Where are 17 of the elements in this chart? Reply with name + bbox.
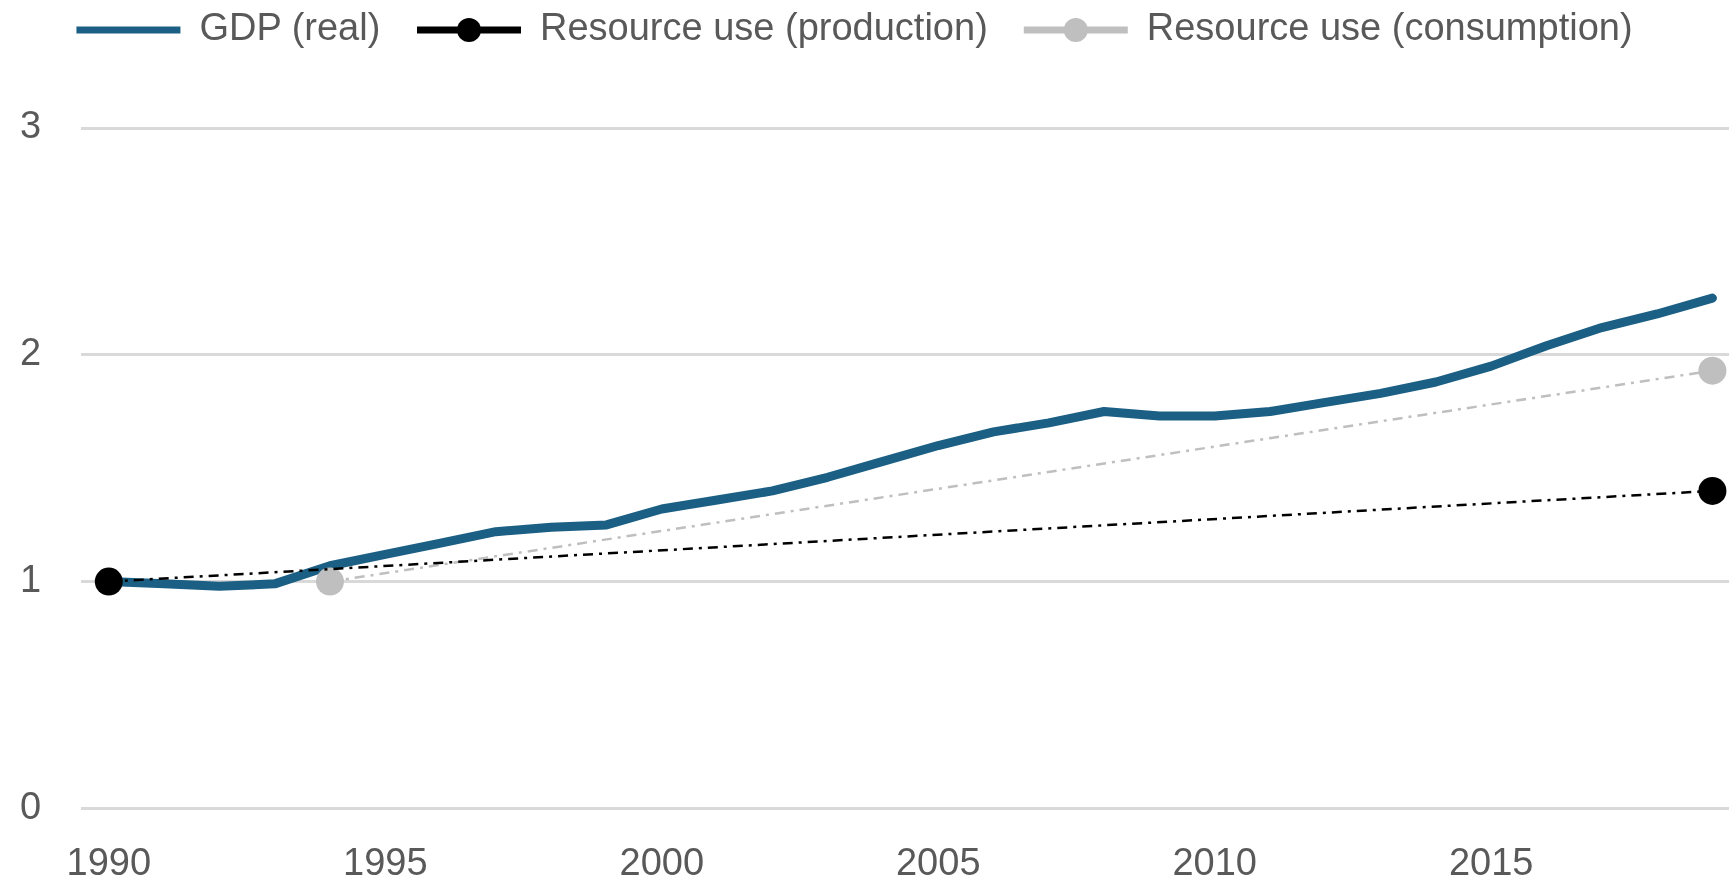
x-tick-label: 2010	[1172, 840, 1258, 883]
legend-label: GDP (real)	[199, 6, 381, 49]
x-tick-label: 1995	[343, 840, 428, 883]
point	[1698, 356, 1727, 385]
legend-label: Resource use (production)	[540, 6, 988, 49]
legend-label: Resource use (consumption)	[1146, 6, 1633, 49]
y-tick-label: 0	[19, 784, 42, 827]
x-tick-label: 1990	[66, 840, 152, 883]
y-tick-label: 1	[19, 558, 42, 601]
point	[315, 567, 344, 596]
y-tick-label: 3	[19, 104, 42, 147]
point	[94, 567, 123, 596]
x-tick-label: 2015	[1448, 840, 1534, 883]
point	[1698, 476, 1727, 505]
x-tick-label: 2005	[895, 840, 981, 883]
y-tick-label: 2	[19, 331, 42, 374]
x-tick-label: 2000	[619, 840, 705, 883]
